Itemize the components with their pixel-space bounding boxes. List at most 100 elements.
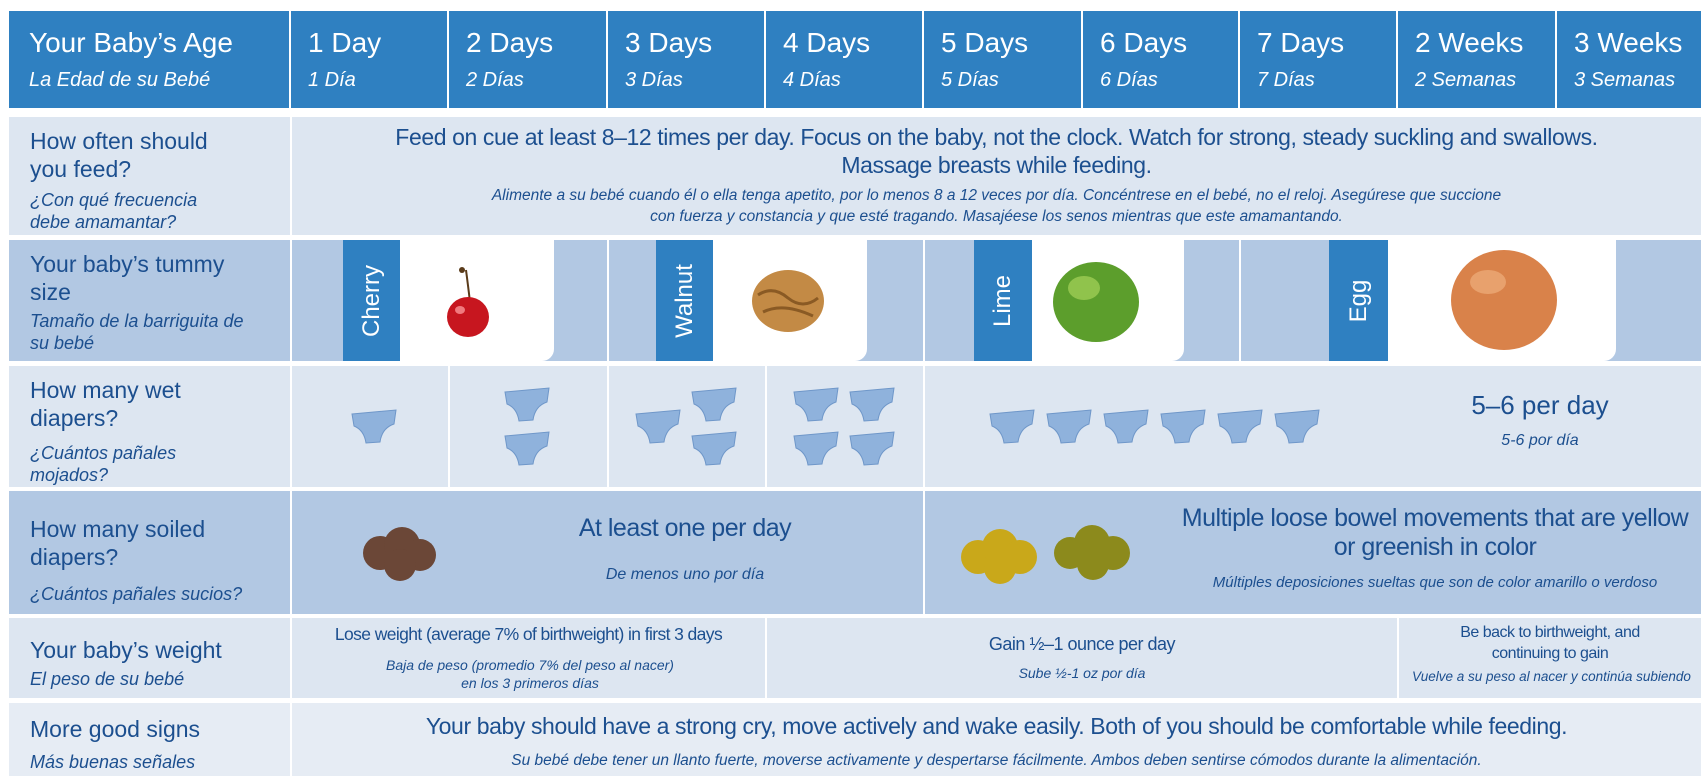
diaper (504, 431, 550, 466)
header-label: Your Baby’s Age (29, 27, 233, 58)
size-label: Walnut (670, 263, 698, 338)
wet-label-cell: How many wet diapers? ¿Cuántos pañales m… (9, 366, 290, 487)
header-divider (764, 11, 766, 108)
stool-yellow (961, 529, 1037, 584)
stool-icons (363, 525, 1130, 584)
divider (607, 366, 609, 487)
weight-lose: Lose weight (average 7% of birthweight) … (334, 624, 723, 644)
diaper-group (635, 387, 737, 466)
lime-icon (1053, 262, 1139, 342)
divider (923, 491, 925, 614)
age-label-es: 3 Semanas (1574, 69, 1676, 91)
header-divider (447, 11, 449, 108)
age-label: 2 Weeks (1415, 27, 1524, 58)
size-card (1388, 240, 1616, 361)
diaper (989, 409, 1035, 444)
header-divider (922, 11, 924, 108)
feed-text: Feed on cue at least 8–12 times per day.… (395, 124, 1598, 178)
row-label: How many soiled diapers? (30, 516, 206, 570)
divider (765, 618, 767, 698)
header-divider (1396, 11, 1398, 108)
row-label: How many wet diapers? (30, 377, 181, 431)
row-label: Your baby’s tummy size (30, 251, 225, 305)
row-label-es: Más buenas señales (30, 752, 196, 772)
header-divider (606, 11, 608, 108)
size-tab: Cherry (343, 240, 400, 361)
age-label: 1 Day (308, 27, 382, 58)
divider (923, 240, 925, 361)
header-row: Your Baby’s Age La Edad de su Bebé 1 Day… (9, 11, 1701, 108)
row-label-es: Tamaño de la barriguita de su bebé (30, 311, 244, 353)
diaper (635, 409, 681, 444)
signs-text-es: Su bebé debe tener un llanto fuerte, mov… (511, 752, 1482, 769)
header-divider (289, 11, 291, 108)
diaper-group (989, 409, 1320, 444)
signs-label-cell: More good signs Más buenas señales (9, 703, 290, 776)
row-label: How often should you feed? (30, 128, 208, 182)
header-label-es: La Edad de su Bebé (29, 69, 211, 91)
diaper-group (351, 409, 397, 444)
signs-cell: Your baby should have a strong cry, move… (292, 703, 1701, 776)
tummy-label-cell: Your baby’s tummy size Tamaño de la barr… (9, 240, 290, 361)
feed-cell: Feed on cue at least 8–12 times per day.… (292, 117, 1701, 235)
header-divider (1238, 11, 1240, 108)
weight-back-es: Vuelve a su peso al nacer y continúa sub… (1412, 669, 1691, 684)
soiled-label-cell: How many soiled diapers? ¿Cuántos pañale… (9, 491, 290, 614)
size-label: Lime (989, 274, 1016, 327)
diaper (1046, 409, 1092, 444)
diaper (849, 387, 895, 422)
diaper (351, 409, 397, 444)
feed-text-es: Alimente a su bebé cuando él o ella teng… (491, 187, 1502, 225)
header-divider (1081, 11, 1083, 108)
size-label: Cherry (357, 264, 385, 337)
size-tab: Egg (1329, 240, 1388, 361)
age-label-es: 3 Días (625, 69, 683, 91)
age-label-es: 2 Días (466, 69, 524, 91)
wet-text: 5–6 per day (1471, 390, 1609, 420)
size-tab: Walnut (656, 240, 713, 361)
age-label-es: 7 Días (1257, 69, 1315, 91)
diaper-group (504, 387, 550, 466)
diaper (849, 431, 895, 466)
diaper (1103, 409, 1149, 444)
feed-label-cell: How often should you feed? ¿Con qué frec… (9, 117, 290, 235)
divider (448, 366, 450, 487)
walnut-icon (752, 270, 824, 332)
weight-back: Be back to birthweight, and continuing t… (1460, 624, 1640, 662)
diaper-icons (351, 387, 1320, 466)
divider (1397, 618, 1399, 698)
header-divider (1555, 11, 1557, 108)
diaper (691, 387, 737, 422)
soiled-early: At least one per day (578, 514, 792, 542)
diaper (793, 431, 839, 466)
diaper (1217, 409, 1263, 444)
weight-lose-es: Baja de peso (promedio 7% del peso al na… (386, 657, 674, 691)
divider (765, 366, 767, 487)
diaper (793, 387, 839, 422)
age-label: 2 Days (466, 27, 554, 58)
divider (923, 366, 925, 487)
row-label-es: ¿Con qué frecuencia debe amamantar? (30, 190, 198, 232)
age-label: 6 Days (1100, 27, 1188, 58)
age-label-es: 4 Días (783, 69, 841, 91)
egg-icon (1451, 250, 1557, 350)
age-label-es: 2 Semanas (1415, 69, 1517, 91)
stool-green (1054, 525, 1130, 580)
weight-gain-es: Sube ½-1 oz por día (1018, 665, 1146, 681)
size-card (713, 240, 867, 361)
age-label: 3 Days (625, 27, 713, 58)
row-label-es: El peso de su bebé (30, 669, 185, 689)
soiled-later: Multiple loose bowel movements that are … (1181, 504, 1689, 561)
diaper (1274, 409, 1320, 444)
size-label: Egg (1344, 279, 1372, 322)
weight-cell (292, 618, 1701, 698)
soiled-later-es: Múltiples deposiciones sueltas que son d… (1212, 574, 1658, 591)
soiled-early-es: De menos uno por día (605, 566, 765, 583)
age-label: 3 Weeks (1574, 27, 1683, 58)
row-label-es: ¿Cuántos pañales sucios? (30, 584, 243, 604)
age-label: 5 Days (941, 27, 1029, 58)
cherry-icon (447, 267, 489, 337)
row-label: Your baby’s weight (30, 637, 222, 663)
wet-text-es: 5-6 por día (1501, 432, 1579, 449)
age-label: 4 Days (783, 27, 871, 58)
